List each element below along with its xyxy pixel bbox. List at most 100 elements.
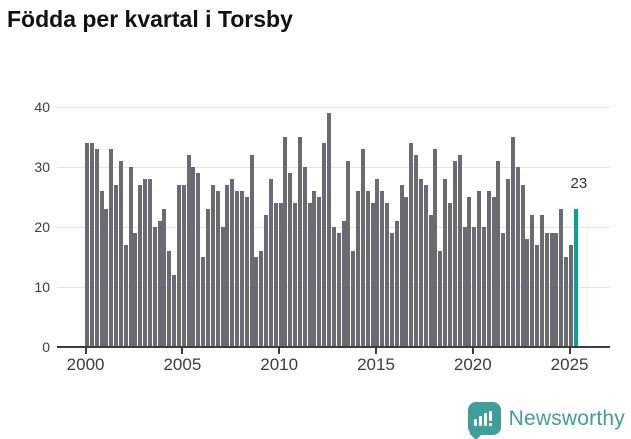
bar: [307, 203, 312, 346]
bar: [380, 191, 385, 346]
bar: [206, 209, 210, 346]
bar: [389, 233, 394, 346]
bar: [394, 221, 399, 346]
bar: [172, 275, 177, 346]
bar: [167, 251, 172, 346]
bar: [123, 245, 128, 346]
bar: [409, 143, 414, 346]
bar: [201, 257, 206, 346]
bar: [118, 161, 123, 346]
bar: [554, 233, 559, 346]
bar: [235, 191, 240, 346]
bar: [486, 191, 491, 346]
bar: [283, 137, 288, 346]
bar: [404, 197, 409, 346]
bar: [341, 221, 346, 346]
bar: [181, 185, 186, 346]
bar: [162, 209, 167, 346]
bar: [143, 179, 148, 346]
bar: [428, 215, 433, 346]
bar: [249, 155, 254, 346]
bar: [356, 191, 361, 346]
bar: [462, 227, 467, 346]
bar: [559, 209, 564, 346]
bar: [215, 191, 220, 346]
x-axis-label: 2015: [357, 355, 395, 374]
bar: [254, 257, 259, 346]
bar: [525, 239, 530, 346]
bar: [385, 203, 390, 346]
bar: [457, 155, 462, 346]
bar: [515, 167, 520, 346]
bar: [564, 257, 569, 346]
bar: [535, 245, 540, 346]
bar: [336, 233, 341, 346]
bar: [196, 173, 201, 346]
bar: [273, 203, 278, 346]
bar: [147, 179, 152, 346]
bar: [94, 149, 99, 346]
bar: [225, 185, 230, 346]
bar: [259, 251, 264, 346]
bar: [491, 197, 496, 346]
bar: [530, 215, 535, 346]
bar: [85, 143, 89, 346]
bar: [278, 203, 283, 346]
bar: [438, 251, 443, 346]
bar: [268, 179, 273, 346]
bar: [220, 227, 225, 346]
bar: [293, 203, 298, 346]
bar: [322, 143, 327, 346]
bar: [99, 191, 104, 346]
chart-title: Födda per kvartal i Torsby: [7, 6, 293, 32]
bar: [360, 149, 365, 346]
bar: [210, 185, 215, 346]
newsworthy-logo-text: Newsworthy: [508, 406, 625, 430]
newsworthy-logo-icon: [467, 402, 501, 439]
bar: [312, 191, 317, 346]
bar: [452, 161, 457, 346]
x-axis-label: 2010: [260, 355, 299, 374]
bar: [89, 143, 94, 346]
x-axis-label: 2000: [66, 355, 105, 374]
bar: [244, 197, 249, 346]
bar: [351, 251, 356, 346]
bar: [191, 167, 196, 346]
bar: [520, 185, 525, 346]
bar: [481, 227, 486, 346]
x-axis-tick: [471, 348, 474, 354]
y-axis-label: 10: [34, 279, 50, 295]
y-gridline: [57, 107, 610, 108]
bar: [152, 227, 157, 346]
bar: [414, 155, 419, 346]
bar: [186, 155, 191, 346]
bar: [264, 215, 269, 346]
bar: [370, 203, 375, 346]
bar: [544, 233, 549, 346]
bar: [327, 113, 331, 346]
bar: [317, 197, 322, 346]
bar: [418, 179, 423, 346]
bar: [467, 197, 472, 346]
y-axis-label: 40: [34, 99, 50, 115]
bar: [365, 191, 370, 346]
x-axis-tick: [181, 348, 184, 354]
y-axis-label: 20: [34, 219, 50, 235]
newsworthy-logo: Newsworthy: [467, 402, 625, 439]
bar: [133, 233, 138, 346]
bar: [157, 221, 162, 346]
bar: [433, 149, 438, 346]
bar: [114, 185, 119, 346]
bar: [104, 209, 109, 346]
bar: [230, 179, 235, 346]
bar: [477, 191, 482, 346]
x-axis-tick: [375, 348, 377, 354]
bar: [288, 173, 293, 346]
bar: [239, 191, 244, 346]
bar: [549, 233, 554, 346]
bar: [331, 227, 336, 346]
bar: [501, 233, 506, 346]
x-axis-tick: [84, 348, 87, 354]
